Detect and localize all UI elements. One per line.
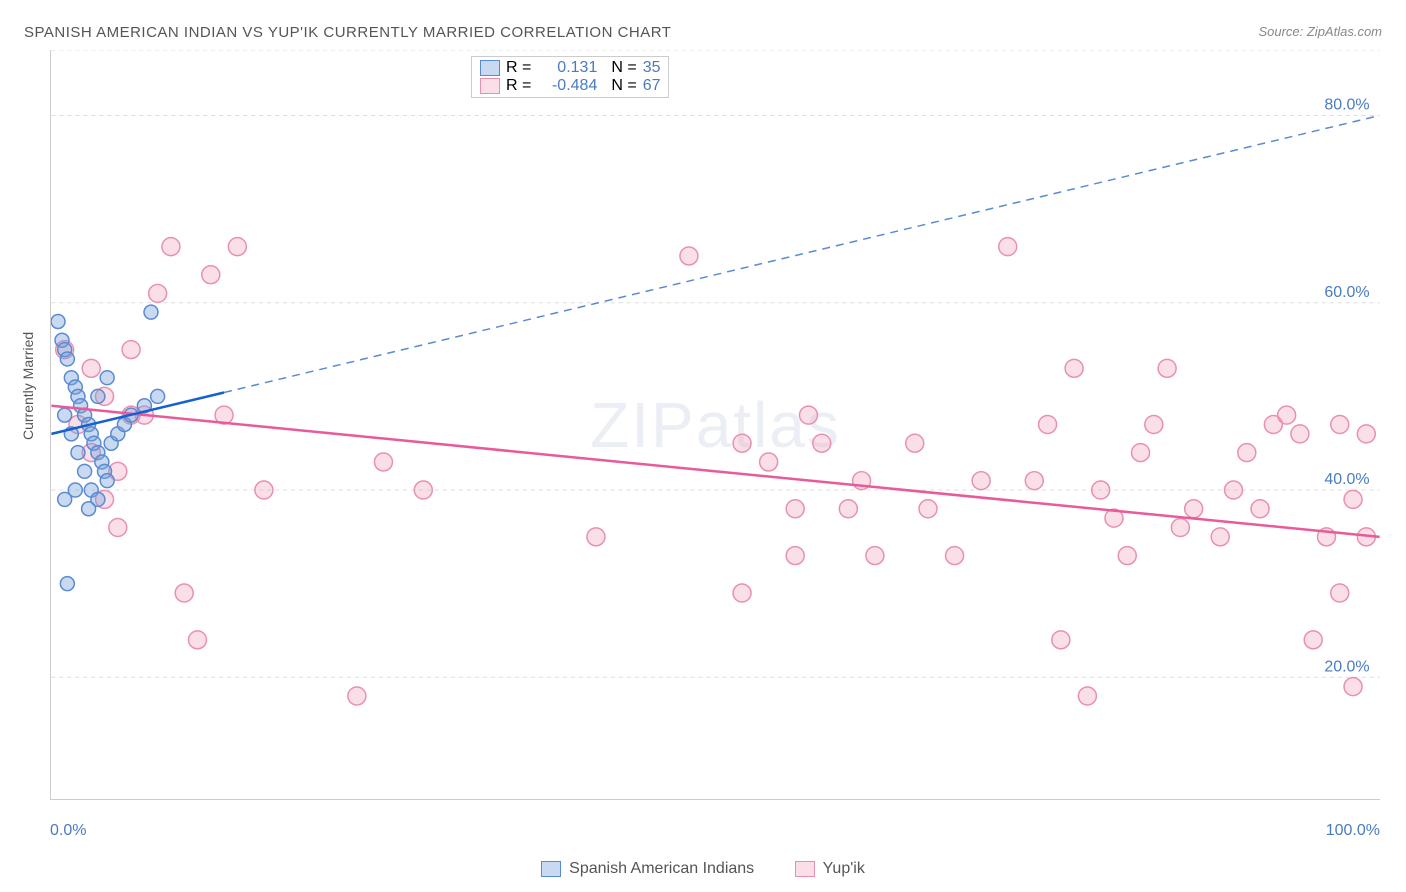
legend-item-spanish: Spanish American Indians [541, 860, 754, 878]
swatch-spanish [541, 861, 561, 877]
r-value: 0.131 [537, 59, 597, 77]
svg-text:80.0%: 80.0% [1324, 97, 1369, 114]
source-label: Source: ZipAtlas.com [1258, 24, 1382, 39]
y-axis-label: Currently Married [20, 332, 36, 440]
n-label: N = [611, 77, 636, 95]
n-value: 67 [643, 77, 661, 95]
svg-text:60.0%: 60.0% [1324, 284, 1369, 301]
r-label: R = [506, 77, 531, 95]
stats-row: R = -0.484 N = 67 [480, 77, 660, 95]
legend-item-yupik: Yup'ik [795, 860, 865, 878]
chart-title: SPANISH AMERICAN INDIAN VS YUP'IK CURREN… [24, 24, 671, 41]
stats-swatch [480, 60, 500, 76]
series-legend: Spanish American Indians Yup'ik [0, 860, 1406, 882]
legend-label-spanish: Spanish American Indians [569, 860, 754, 878]
svg-text:40.0%: 40.0% [1324, 471, 1369, 488]
stats-row: R = 0.131 N = 35 [480, 59, 660, 77]
legend-label-yupik: Yup'ik [823, 860, 865, 878]
x-max-label: 100.0% [1326, 822, 1380, 840]
x-min-label: 0.0% [50, 822, 86, 840]
svg-text:20.0%: 20.0% [1324, 658, 1369, 675]
correlation-stats-box: R = 0.131 N = 35 R = -0.484 N = 67 [471, 56, 669, 98]
r-label: R = [506, 59, 531, 77]
n-value: 35 [643, 59, 661, 77]
stats-swatch [480, 78, 500, 94]
plot-area: ZIPatlas 20.0%40.0%60.0%80.0% R = 0.131 … [50, 50, 1380, 800]
r-value: -0.484 [537, 77, 597, 95]
n-label: N = [611, 59, 636, 77]
scatter-svg: 20.0% 40.0% 60.0% 80.0% [51, 50, 1380, 799]
swatch-yupik [795, 861, 815, 877]
